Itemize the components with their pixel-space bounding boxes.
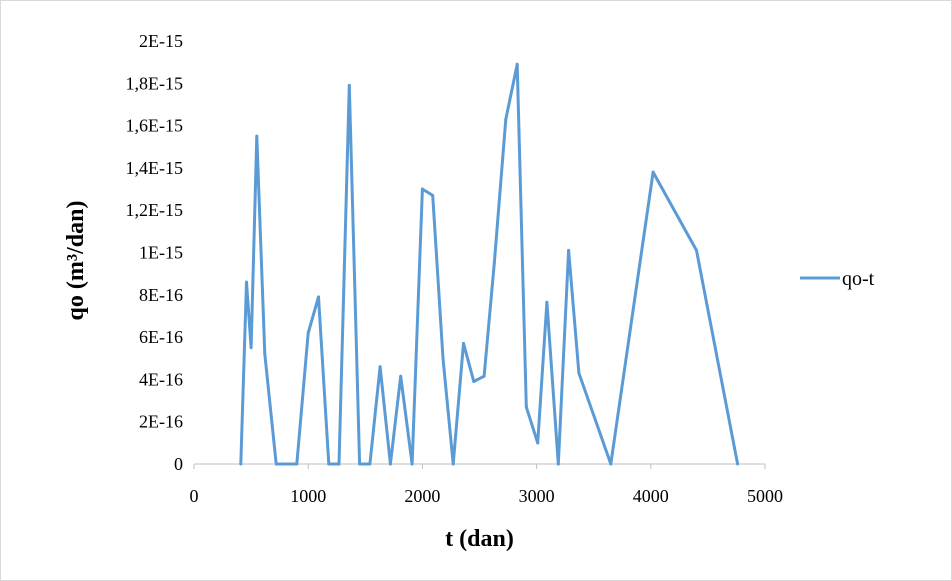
data-point <box>295 462 299 466</box>
data-point <box>482 374 486 378</box>
data-point <box>694 248 698 252</box>
data-point <box>249 346 253 350</box>
data-point <box>378 365 382 369</box>
data-point <box>472 380 476 384</box>
data-point <box>524 405 528 409</box>
data-point <box>358 462 362 466</box>
legend: qo-t <box>800 268 875 290</box>
y-tick-label: 6E-16 <box>139 327 183 347</box>
data-point <box>441 356 445 360</box>
y-tick-label: 2E-16 <box>139 412 183 432</box>
data-point <box>274 462 278 466</box>
x-tick-label: 4000 <box>633 486 669 506</box>
data-point <box>492 261 496 265</box>
y-axis-title: qo (m³/dan) <box>63 201 89 321</box>
data-point <box>399 374 403 378</box>
y-tick-label: 0 <box>174 454 183 474</box>
y-tick-label: 8E-16 <box>139 285 183 305</box>
y-axis-ticks: 0 2E-16 4E-16 6E-16 8E-16 1E-15 1,2E-15 1,4E-15… <box>126 31 184 474</box>
data-point <box>577 371 581 375</box>
series-layer <box>239 62 740 466</box>
data-point <box>451 462 455 466</box>
data-point <box>431 193 435 197</box>
data-point <box>245 280 249 284</box>
y-tick-label: 1,4E-15 <box>126 158 184 178</box>
x-tick-label: 0 <box>190 486 199 506</box>
x-tick-label: 5000 <box>747 486 783 506</box>
x-tick-label: 3000 <box>519 486 555 506</box>
data-point <box>515 62 519 66</box>
data-point <box>282 462 286 466</box>
legend-label: qo-t <box>842 268 875 290</box>
y-tick-label: 1E-15 <box>139 243 183 263</box>
data-point <box>556 462 560 466</box>
data-point <box>239 462 243 466</box>
data-point <box>368 462 372 466</box>
y-tick-label: 1,6E-15 <box>126 116 184 136</box>
x-tick-label: 1000 <box>290 486 326 506</box>
data-point <box>504 117 508 121</box>
data-point <box>536 441 540 445</box>
data-point <box>347 83 351 87</box>
y-tick-label: 1,8E-15 <box>126 73 184 93</box>
data-point <box>545 300 549 304</box>
data-point <box>306 331 310 335</box>
data-point <box>263 352 267 356</box>
data-point <box>736 462 740 466</box>
data-point <box>567 248 571 252</box>
data-point <box>609 462 613 466</box>
x-tick-label: 2000 <box>404 486 440 506</box>
data-point <box>420 187 424 191</box>
series-line <box>239 62 740 466</box>
x-axis-ticks: 0 1000 2000 3000 4000 5000 <box>190 464 783 506</box>
data-point <box>462 341 466 345</box>
x-axis-title: t (dan) <box>445 526 514 552</box>
y-tick-label: 2E-15 <box>139 31 183 51</box>
data-point <box>410 462 414 466</box>
data-point <box>651 170 655 174</box>
y-tick-label: 4E-16 <box>139 369 183 389</box>
data-point <box>316 295 320 299</box>
y-tick-label: 1,2E-15 <box>126 200 184 220</box>
data-point <box>388 462 392 466</box>
data-point <box>337 462 341 466</box>
data-point <box>327 462 331 466</box>
data-point <box>255 134 259 138</box>
